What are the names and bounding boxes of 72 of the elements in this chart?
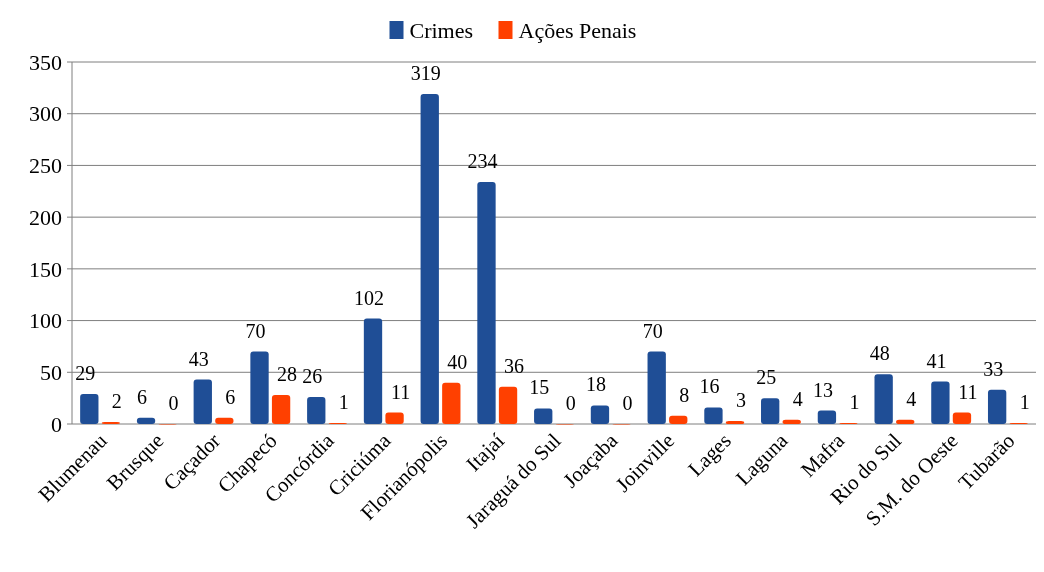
- data-label: 0: [565, 392, 576, 414]
- bar: [647, 351, 666, 424]
- bar: [669, 415, 688, 424]
- bar: [442, 382, 461, 424]
- bar: [420, 94, 439, 424]
- bar: [590, 405, 610, 424]
- data-label: 0: [622, 392, 633, 414]
- data-label: 70: [642, 319, 663, 342]
- data-label: 16: [699, 375, 720, 398]
- data-label: 36: [504, 354, 525, 377]
- y-tick-label: 250: [29, 153, 62, 179]
- data-label: 33: [983, 357, 1004, 380]
- data-label: 25: [756, 366, 777, 389]
- data-label: 2: [111, 389, 122, 412]
- bar: [704, 407, 723, 424]
- data-label: 11: [958, 380, 978, 403]
- bar: [136, 417, 156, 424]
- data-label: 319: [410, 62, 441, 85]
- data-label: 11: [390, 380, 411, 403]
- data-label: 1: [1019, 390, 1030, 413]
- y-tick-label: 200: [29, 204, 62, 230]
- data-label: 0: [168, 392, 179, 414]
- y-tick-label: 50: [40, 359, 62, 385]
- data-label: 29: [75, 362, 96, 385]
- y-tick-label: 300: [29, 101, 62, 127]
- data-label: 26: [302, 365, 323, 388]
- data-label: 8: [679, 383, 690, 406]
- bar: [271, 395, 291, 424]
- bar: [385, 412, 404, 424]
- data-label: 6: [137, 385, 148, 408]
- data-label: 6: [225, 385, 236, 408]
- data-label: 1: [849, 390, 860, 413]
- bar: [101, 421, 121, 424]
- data-label: 1: [338, 390, 349, 413]
- y-tick-label: 150: [29, 256, 62, 282]
- bar: [725, 420, 745, 424]
- y-tick-label: 100: [29, 308, 62, 334]
- bar: [80, 394, 99, 424]
- legend-label: Crimes: [409, 17, 474, 43]
- bar: [931, 381, 950, 424]
- data-label: 18: [585, 373, 606, 396]
- bar: [307, 397, 326, 424]
- bar: [498, 386, 518, 424]
- data-label: 4: [906, 387, 917, 410]
- data-label: 4: [792, 387, 803, 410]
- data-label: 28: [277, 363, 298, 386]
- data-label: 43: [188, 347, 209, 370]
- bar: [250, 351, 269, 424]
- legend-label: Ações Penais: [518, 17, 637, 43]
- data-label: 48: [869, 342, 890, 365]
- data-label: 40: [447, 350, 468, 373]
- bar: [874, 374, 893, 424]
- bar: [987, 389, 1007, 424]
- y-tick-label: 350: [29, 49, 62, 75]
- data-label: 70: [245, 319, 266, 342]
- bar: [782, 419, 801, 424]
- bar: [817, 410, 837, 424]
- bar: [215, 417, 234, 424]
- bar: [193, 379, 212, 424]
- data-label: 15: [529, 376, 550, 399]
- data-label: 13: [812, 378, 833, 401]
- data-label: 102: [354, 286, 384, 309]
- y-tick-label: 0: [51, 411, 62, 437]
- bar: [761, 398, 780, 424]
- bar: [477, 181, 496, 424]
- bar: [896, 419, 915, 424]
- data-label: 3: [736, 388, 746, 411]
- bar: [363, 318, 383, 424]
- bar: [952, 412, 972, 424]
- data-label: 234: [467, 149, 498, 172]
- bar: [534, 408, 553, 424]
- data-label: 41: [926, 349, 947, 372]
